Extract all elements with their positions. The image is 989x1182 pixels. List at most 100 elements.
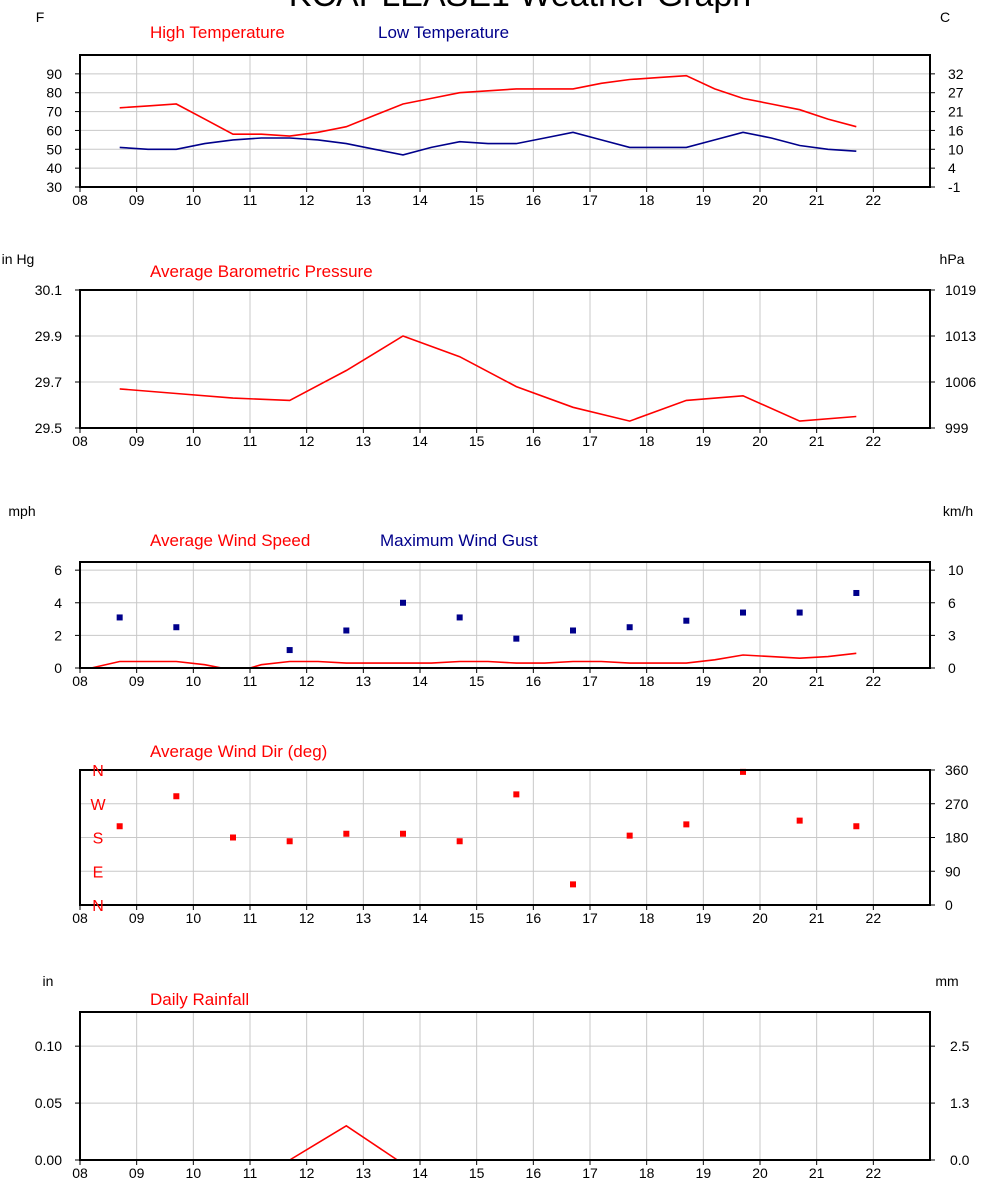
x-tick-label: 12 [299,1165,315,1181]
x-tick-label: 19 [696,673,712,689]
x-tick-label: 18 [639,192,655,208]
chart-panel-wind-dir: 08 09 10 11 12 13 14 15 16 17 18 19 20 21 22NWSEN36027… [72,742,968,926]
x-tick-label: 14 [412,1165,428,1181]
x-tick-label: 17 [582,910,598,926]
y-tick-label-left: 6 [54,562,62,578]
data-point [456,838,463,845]
data-point [400,599,406,606]
data-point [116,823,123,830]
y-tick-label-left: 80 [46,85,62,101]
x-tick-label: 09 [129,192,145,208]
x-tick-label: 12 [299,433,315,449]
series-line [119,335,857,422]
x-tick-label: 12 [299,673,315,689]
y-tick-label-left: 40 [46,160,62,176]
series-line [91,652,857,669]
y-unit-left: F [36,9,45,25]
x-tick-label: 13 [356,673,372,689]
y-tick-label-right: 4 [948,160,956,176]
data-point [513,791,520,798]
y-tick-label-right: 27 [948,85,964,101]
y-unit-right: hPa [940,251,965,267]
x-tick-label: 20 [752,192,768,208]
x-tick-label: 16 [526,1165,542,1181]
plot-frame [79,1011,931,1161]
data-point [683,617,690,624]
y-tick-label-right: -1 [948,179,961,195]
x-tick-label: 22 [866,192,882,208]
y-tick-label-right: 1006 [945,374,976,390]
legend-entry: High Temperature [150,23,285,42]
y-tick-label-right: 1.3 [950,1095,970,1111]
x-tick-label: 11 [243,192,258,208]
x-tick-label: 21 [809,192,825,208]
y-unit-right: km/h [943,503,973,519]
x-tick-label: 09 [129,1165,145,1181]
data-point [343,627,350,634]
x-tick-label: 08 [72,192,88,208]
compass-label: N [92,763,104,780]
x-tick-label: 20 [752,910,768,926]
x-tick-label: 14 [412,192,428,208]
x-tick-label: 16 [526,192,542,208]
data-point [286,838,293,845]
chart-panel-rain: 08 09 10 11 12 13 14 15 16 17 18 19 20 21 22 0.10 0.05 0.… [35,973,970,1181]
y-tick-label-right: 3 [948,627,956,643]
x-tick-label: 09 [129,433,145,449]
y-tick-label-right: 21 [948,104,964,120]
y-tick-label-right: 1019 [945,282,976,298]
x-tick-label: 22 [866,1165,882,1181]
x-tick-label: 15 [469,1165,485,1181]
x-tick-label: 15 [469,673,485,689]
y-tick-label-left: 0.10 [35,1038,62,1054]
x-tick-label: 12 [299,192,315,208]
x-tick-label: 13 [356,192,372,208]
x-tick-label: 20 [752,673,768,689]
y-tick-label-right: 1013 [945,328,976,344]
x-tick-label: 10 [186,433,202,449]
data-point [853,823,860,830]
data-point [740,609,746,616]
data-point [286,647,293,654]
legend-entry: Maximum Wind Gust [380,531,538,550]
series-line [289,1124,398,1161]
data-point [513,635,520,642]
x-tick-label: 21 [809,910,825,926]
x-tick-label: 21 [809,673,825,689]
x-tick-label: 15 [469,433,485,449]
legend-entry: Average Wind Dir (deg) [150,742,327,761]
x-tick-label: 17 [582,673,598,689]
y-tick-label-right: 999 [945,420,969,436]
x-tick-label: 19 [696,192,712,208]
y-tick-label-left: 4 [54,595,62,611]
y-tick-label-right: 0.0 [950,1152,970,1168]
x-tick-label: 14 [412,433,428,449]
data-point [173,624,180,631]
y-tick-label-right: 360 [945,762,969,778]
y-unit-left: in [43,973,54,989]
chart-panel-temperature: 08 09 10 11 12 13 14 15 16 17 18 19 20 21 22 90 80 70 60 50… [36,9,964,208]
y-unit-left: in Hg [2,251,35,267]
y-tick-label-right: 32 [948,66,964,82]
data-point [343,830,350,837]
data-point [230,834,236,841]
plot-frame [79,289,931,429]
y-unit-right: mm [935,973,958,989]
x-tick-label: 14 [412,910,428,926]
data-point [456,614,463,621]
x-tick-label: 16 [526,910,542,926]
x-tick-label: 20 [752,433,768,449]
compass-label: N [92,898,104,915]
data-point [116,614,123,621]
y-tick-label-right: 180 [945,830,969,846]
x-tick-label: 15 [469,910,485,926]
y-tick-label-left: 0.05 [35,1095,62,1111]
data-point [570,627,576,634]
compass-label: W [90,797,106,814]
x-tick-label: 18 [639,433,655,449]
legend-entry: Average Wind Speed [150,531,310,550]
y-tick-label-left: 30 [46,179,62,195]
x-tick-label: 11 [243,910,258,926]
x-tick-label: 16 [526,673,542,689]
x-tick-label: 11 [243,673,258,689]
